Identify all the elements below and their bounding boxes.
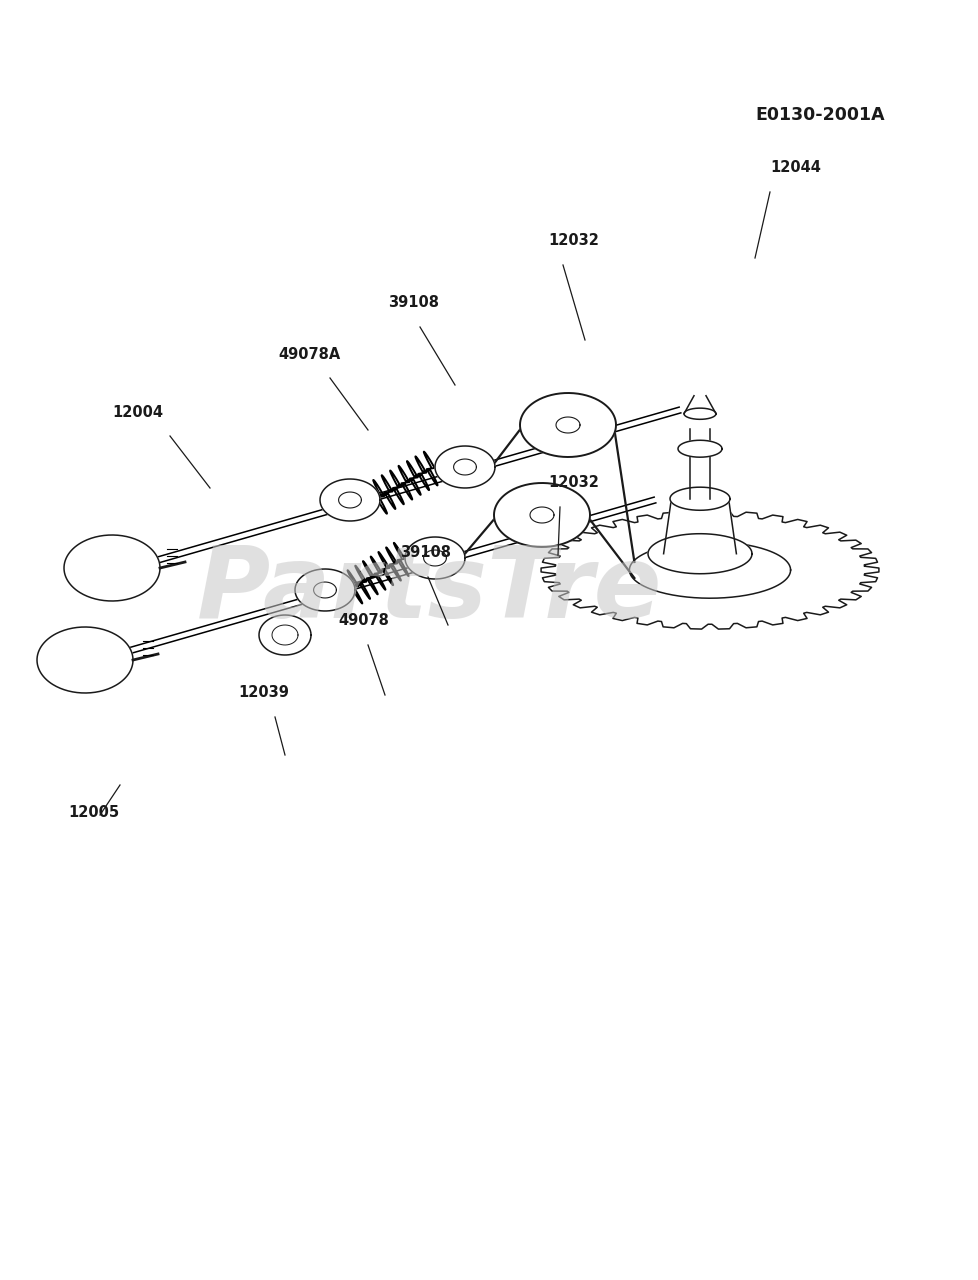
Polygon shape	[669, 488, 730, 511]
Polygon shape	[689, 429, 709, 499]
Polygon shape	[684, 408, 715, 420]
Text: 39108: 39108	[387, 294, 438, 310]
Text: 49078A: 49078A	[278, 347, 340, 362]
Polygon shape	[629, 541, 790, 598]
Text: E0130-2001A: E0130-2001A	[754, 106, 884, 124]
Text: 12005: 12005	[67, 805, 119, 820]
Polygon shape	[684, 396, 715, 413]
Polygon shape	[320, 479, 379, 521]
Polygon shape	[405, 538, 465, 579]
Text: 12032: 12032	[548, 233, 599, 248]
Polygon shape	[494, 483, 590, 547]
Text: 12032: 12032	[548, 475, 599, 490]
Text: PartsTre: PartsTre	[197, 541, 662, 639]
Polygon shape	[678, 440, 721, 457]
Polygon shape	[294, 570, 355, 611]
Text: 12039: 12039	[238, 685, 289, 700]
Polygon shape	[541, 511, 878, 628]
Polygon shape	[519, 393, 615, 457]
Polygon shape	[37, 627, 133, 692]
Polygon shape	[663, 499, 735, 554]
Polygon shape	[259, 614, 311, 655]
Polygon shape	[647, 534, 751, 573]
Text: 39108: 39108	[400, 545, 451, 561]
Text: 12044: 12044	[770, 160, 820, 175]
Text: 12004: 12004	[111, 404, 162, 420]
Polygon shape	[64, 535, 159, 602]
Text: 49078: 49078	[337, 613, 388, 628]
Polygon shape	[434, 445, 495, 488]
Polygon shape	[555, 516, 865, 625]
